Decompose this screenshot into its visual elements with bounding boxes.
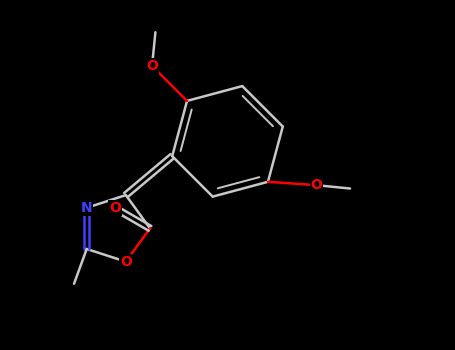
Text: O: O xyxy=(120,255,132,269)
Text: N: N xyxy=(81,201,92,215)
Text: O: O xyxy=(109,201,121,215)
Text: O: O xyxy=(310,178,322,192)
Text: O: O xyxy=(146,59,158,73)
